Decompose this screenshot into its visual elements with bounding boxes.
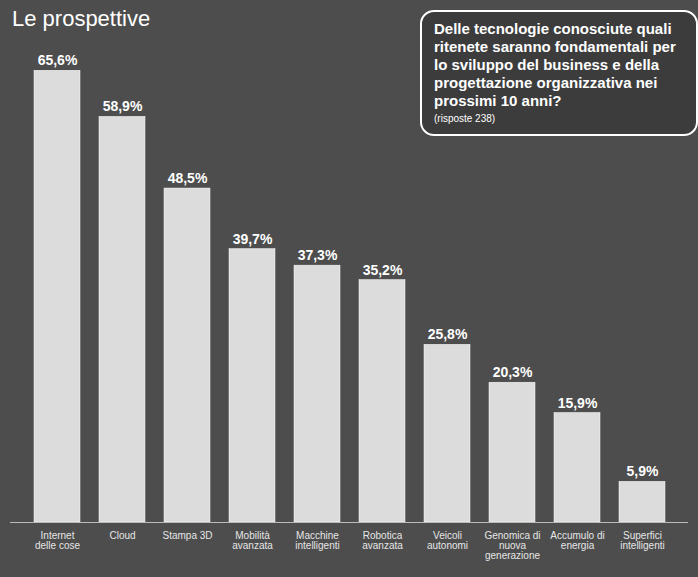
svg-text:Roboticaavanzata: Roboticaavanzata — [362, 530, 403, 551]
svg-text:Stampa 3D: Stampa 3D — [162, 530, 212, 541]
svg-text:58,9%: 58,9% — [103, 98, 143, 114]
svg-text:Macchineintelligenti: Macchineintelligenti — [295, 530, 339, 551]
html-text:Delle tecnologie conosciute qu: Delle tecnologie conosciute quali ritene… — [434, 20, 676, 109]
html-text:Le prospettive: Le prospettive — [12, 6, 151, 31]
svg-text:Superficiintelligenti: Superficiintelligenti — [620, 530, 664, 551]
svg-text:39,7%: 39,7% — [233, 231, 273, 247]
svg-text:Cloud: Cloud — [109, 530, 135, 541]
svg-text:Internetdelle cose: Internetdelle cose — [35, 530, 80, 551]
svg-text:48,5%: 48,5% — [168, 170, 208, 186]
svg-text:5,9%: 5,9% — [627, 463, 659, 479]
svg-text:15,9%: 15,9% — [558, 394, 598, 410]
html-text:(risposte 238): (risposte 238) — [434, 113, 496, 124]
svg-text:Veicoliautonomi: Veicoliautonomi — [427, 530, 468, 551]
svg-text:Accumulo dienergia: Accumulo dienergia — [550, 530, 604, 551]
svg-text:Mobilitàavanzata: Mobilitàavanzata — [232, 530, 273, 551]
svg-text:35,2%: 35,2% — [363, 262, 403, 278]
svg-text:37,3%: 37,3% — [298, 247, 338, 263]
svg-text:25,8%: 25,8% — [428, 326, 468, 342]
svg-text:20,3%: 20,3% — [493, 364, 533, 380]
svg-text:Genomica dinuovagenerazione: Genomica dinuovagenerazione — [484, 530, 540, 561]
svg-text:65,6%: 65,6% — [38, 52, 78, 68]
